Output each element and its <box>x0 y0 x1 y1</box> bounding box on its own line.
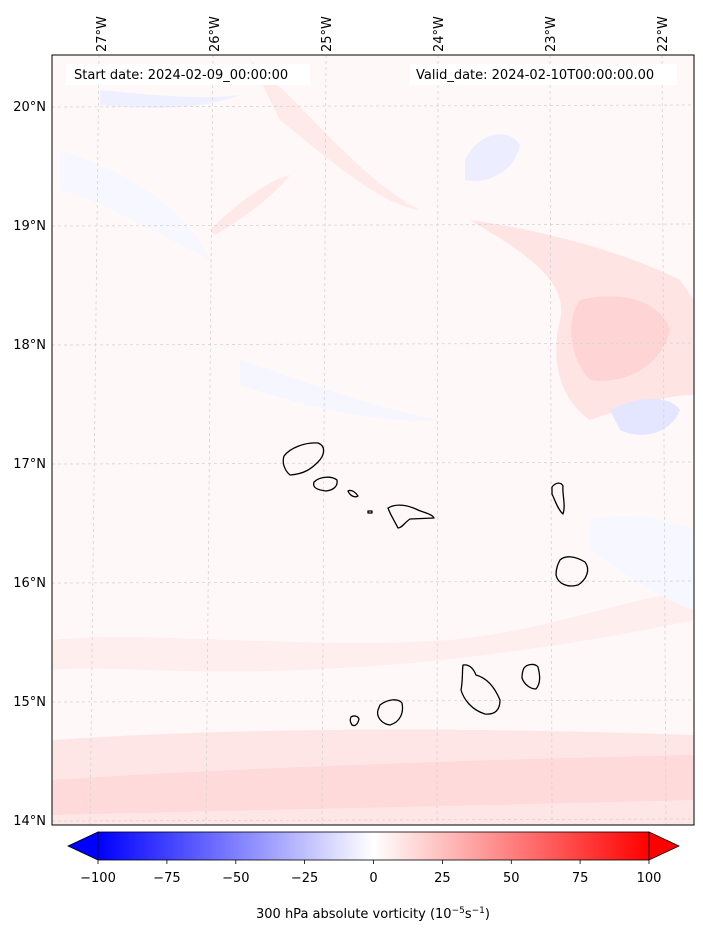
island-maio <box>521 663 541 690</box>
meridian-27w <box>89 55 100 825</box>
colorbar-tick-label: −50 <box>222 871 249 886</box>
meridian-26w <box>205 55 214 825</box>
latitude-labels: 20°N 19°N 18°N 17°N 16°N 15°N 14°N <box>13 100 46 829</box>
lat-label-14n: 14°N <box>13 814 46 829</box>
parallel-15n <box>52 699 694 703</box>
colorbar-tick-label: 25 <box>434 871 451 886</box>
lon-label-23w: 23°W <box>544 16 559 52</box>
vorticity-negative-streak-center <box>240 360 440 421</box>
map-frame <box>51 54 695 826</box>
lon-label-24w: 24°W <box>432 16 447 52</box>
colorbar-tick-label: −75 <box>153 871 180 886</box>
vorticity-negative-region-southeast <box>590 515 694 610</box>
colorbar-label: 300 hPa absolute vorticity (10−5s−1) <box>256 906 490 922</box>
vorticity-negative-cell-east <box>610 398 680 435</box>
colorbar-gradient <box>97 831 650 861</box>
parallel-18n <box>52 342 694 346</box>
island-santa-luzia <box>347 489 359 498</box>
colorbar-tick-label: −25 <box>291 871 318 886</box>
lat-label-18n: 18°N <box>13 338 46 353</box>
lat-label-19n: 19°N <box>13 219 46 234</box>
vorticity-field <box>52 60 694 825</box>
parallel-16n <box>52 580 694 584</box>
vorticity-positive-core-northeast <box>571 296 670 381</box>
vorticity-positive-streak-west <box>210 175 290 235</box>
lon-label-25w: 25°W <box>320 16 335 52</box>
island-brava <box>349 715 360 727</box>
coastlines <box>282 442 589 727</box>
colorbar-tick-label: −100 <box>80 871 116 886</box>
island-boa-vista <box>555 556 589 587</box>
colorbar-extend-max <box>648 831 680 861</box>
island-santo-antao <box>282 442 325 476</box>
parallel-20n <box>52 104 694 108</box>
vorticity-positive-band-south-core <box>52 755 694 815</box>
colorbar-extend-min <box>67 831 99 861</box>
meridian-24w <box>436 55 439 825</box>
vorticity-negative-streak-north <box>100 90 240 108</box>
island-sao-vicente <box>312 476 338 492</box>
lat-label-20n: 20°N <box>13 100 46 115</box>
lon-label-26w: 26°W <box>208 16 223 52</box>
colorbar-ticks: −100 −75 −50 −25 0 25 50 75 100 <box>80 860 661 886</box>
lon-label-27w: 27°W <box>95 16 110 52</box>
island-sal <box>551 482 565 515</box>
island-sao-nicolau <box>387 504 435 529</box>
vorticity-negative-cell-north <box>465 134 520 181</box>
start-date-box <box>66 64 310 85</box>
meridian-22w <box>661 55 667 825</box>
map-panel: Start date: 2024-02-09_00:00:00 Valid_da… <box>13 16 695 829</box>
lat-label-16n: 16°N <box>13 576 46 591</box>
meridian-23w <box>549 55 553 825</box>
colorbar-tick-label: 50 <box>503 871 520 886</box>
valid-date-box <box>410 64 677 85</box>
colorbar-tick-label: 0 <box>369 871 377 886</box>
start-date-label: Start date: 2024-02-09_00:00:00 <box>74 68 288 83</box>
lat-label-17n: 17°N <box>13 457 46 472</box>
island-santiago <box>460 664 501 715</box>
parallel-17n <box>52 461 694 465</box>
colorbar-tick-label: 100 <box>637 871 662 886</box>
island-fogo <box>376 699 404 726</box>
lat-label-15n: 15°N <box>13 695 46 710</box>
longitude-labels: 27°W 26°W 25°W 24°W 23°W 22°W <box>95 16 671 52</box>
vorticity-positive-band-mid <box>52 590 694 672</box>
map-background <box>52 55 694 825</box>
colorbar-tick-label: 75 <box>572 871 589 886</box>
parallel-14n <box>52 818 694 822</box>
colorbar: −100 −75 −50 −25 0 25 50 75 100 300 hPa … <box>67 831 680 922</box>
graticule <box>52 55 694 825</box>
parallel-19n <box>52 223 694 227</box>
meridian-25w <box>321 55 327 825</box>
lon-label-22w: 22°W <box>656 16 671 52</box>
island-razo <box>367 510 373 514</box>
valid-date-label: Valid_date: 2024-02-10T00:00:00.00 <box>416 68 654 83</box>
